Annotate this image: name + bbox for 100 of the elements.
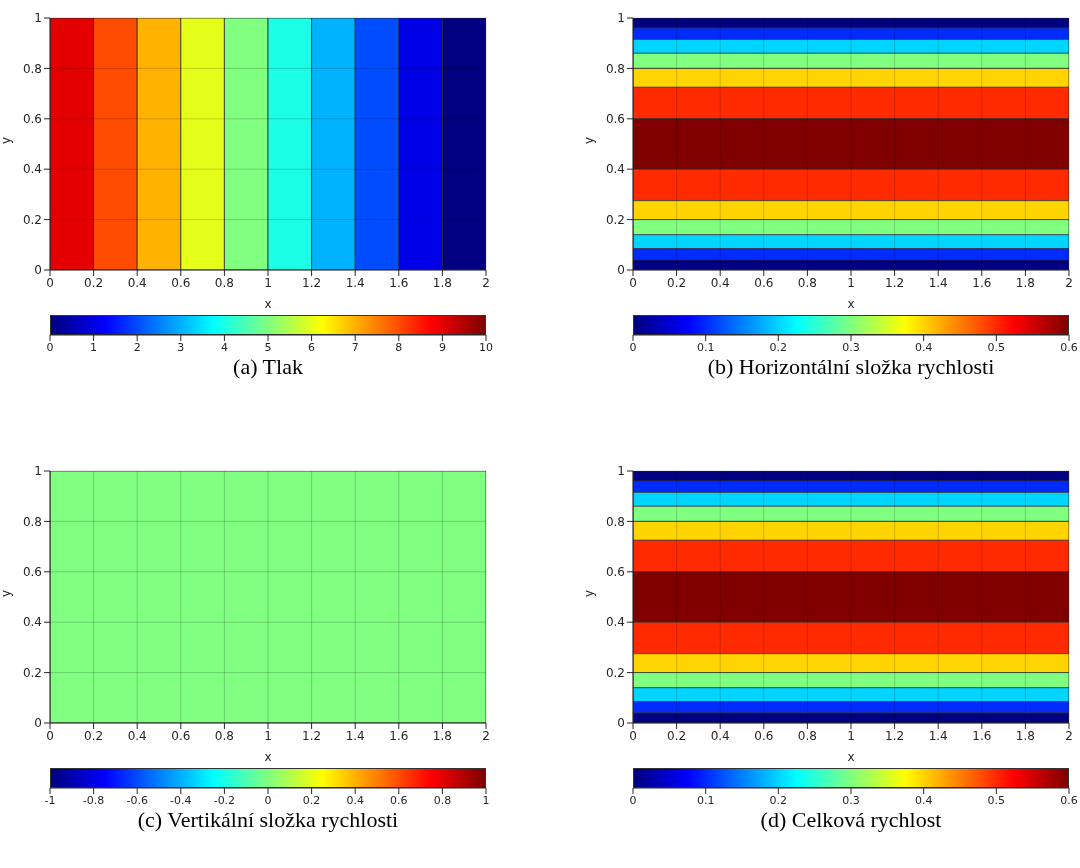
color-bar-label: 4 — [220, 340, 228, 354]
color-bar-label: 0.3 — [842, 340, 860, 354]
color-bar-label: -0.6 — [126, 793, 148, 807]
x-tick-label: 0.4 — [127, 728, 147, 743]
x-tick-label: 0.8 — [797, 275, 817, 290]
x-tick-label: 1.6 — [389, 275, 409, 290]
x-tick-label: 0.8 — [214, 275, 234, 290]
color-bar-label: 0 — [46, 340, 54, 354]
y-tick-label: 0 — [34, 716, 42, 731]
color-bar-label: 9 — [438, 340, 446, 354]
y-tick-label: 0.2 — [605, 212, 625, 227]
x-tick-label: 0.6 — [171, 275, 191, 290]
x-tick-label: 2 — [1065, 275, 1073, 290]
x-tick-label: 1.2 — [302, 275, 322, 290]
x-tick-label: 2 — [1065, 728, 1073, 743]
x-tick-label: 1.6 — [972, 275, 992, 290]
color-bar-label: 0.2 — [302, 793, 321, 807]
color-bar-label: 0.1 — [696, 793, 715, 807]
y-tick-label: 0 — [34, 263, 42, 278]
x-tick-label: 1.2 — [885, 275, 905, 290]
color-bar-label: 0.6 — [390, 793, 408, 807]
x-tick-label: 1 — [264, 728, 272, 743]
y-tick-label: 0.4 — [22, 162, 42, 177]
y-tick-label: 0.8 — [22, 514, 42, 529]
y-tick-label: 0.8 — [605, 61, 625, 76]
x-tick-label: 0.2 — [667, 275, 687, 290]
color-bar-label: 6 — [308, 340, 316, 354]
y-axis-title: y — [0, 136, 14, 144]
y-tick-label: 0.2 — [22, 665, 42, 680]
x-tick-label: 2 — [482, 275, 490, 290]
x-tick-label: 0.2 — [667, 728, 687, 743]
color-bar-label: 0.4 — [914, 793, 933, 807]
y-tick-label: 0 — [617, 263, 625, 278]
y-tick-label: 0.4 — [22, 615, 42, 630]
color-bar-label: 0.5 — [987, 340, 1006, 354]
x-tick-label: 1.4 — [928, 275, 948, 290]
color-bar-label: 7 — [351, 340, 359, 354]
color-bar-label: 0.2 — [769, 793, 788, 807]
x-tick-label: 0.4 — [710, 728, 730, 743]
x-tick-label: 0.6 — [754, 275, 774, 290]
y-tick-label: 0.8 — [605, 514, 625, 529]
color-bar-label: 0.4 — [914, 340, 933, 354]
x-tick-label: 1 — [847, 728, 855, 743]
color-bar-label: -0.2 — [213, 793, 236, 807]
y-axis-title: y — [582, 589, 597, 597]
color-bar-label: -0.8 — [82, 793, 105, 807]
text: (b) Horizontální složka rychlosti — [706, 354, 996, 380]
x-tick-label: 0 — [629, 275, 637, 290]
y-tick-label: 0.4 — [605, 162, 625, 177]
color-bar-label: 0.5 — [987, 793, 1006, 807]
x-tick-label: 1 — [264, 275, 272, 290]
text: (a) Tlak — [232, 354, 304, 380]
color-bar-label: 0.8 — [433, 793, 452, 807]
color-bar-label: 0.6 — [1060, 340, 1078, 354]
color-bar-label: 5 — [264, 340, 272, 354]
x-tick-label: 0.8 — [214, 728, 234, 743]
x-axis-title: x — [264, 297, 272, 311]
color-bar-label: -1 — [44, 793, 56, 807]
text: (c) Vertikální složka rychlosti — [136, 807, 400, 833]
y-tick-label: 1 — [34, 11, 42, 26]
x-tick-label: 1 — [847, 275, 855, 290]
x-tick-label: 1.4 — [345, 275, 365, 290]
x-tick-label: 1.2 — [885, 728, 905, 743]
x-tick-label: 0.4 — [127, 275, 147, 290]
color-bar-label: 0.4 — [346, 793, 364, 807]
x-tick-label: 1.8 — [1015, 275, 1035, 290]
x-tick-label: 1.4 — [345, 728, 365, 743]
x-tick-label: 0.6 — [754, 728, 774, 743]
y-tick-label: 0.6 — [22, 112, 42, 127]
color-bar-label: -0.4 — [170, 793, 192, 807]
y-tick-label: 0.2 — [22, 212, 42, 227]
x-tick-label: 0.2 — [84, 275, 104, 290]
color-bar-label: 0 — [629, 340, 637, 354]
x-tick-label: 1.8 — [432, 728, 452, 743]
color-bar-label: 0.1 — [696, 340, 715, 354]
color-bar-label: 0.2 — [769, 340, 788, 354]
color-bar-label: 0 — [264, 793, 272, 807]
color-bar-label: 2 — [133, 340, 141, 354]
x-tick-label: 0.4 — [710, 275, 730, 290]
y-tick-label: 0 — [617, 716, 625, 731]
x-tick-label: 0 — [46, 275, 54, 290]
y-axis-title: y — [582, 136, 597, 144]
color-bar-label: 0.6 — [1060, 793, 1078, 807]
y-tick-label: 0.8 — [22, 61, 42, 76]
x-axis-title: x — [847, 297, 855, 311]
y-tick-label: 1 — [617, 464, 625, 479]
x-tick-label: 1.8 — [1015, 728, 1035, 743]
color-bar-label: 8 — [395, 340, 403, 354]
color-bar-label: 0.3 — [842, 793, 860, 807]
x-tick-label: 1.6 — [972, 728, 992, 743]
color-bar-label: 10 — [479, 340, 493, 354]
color-bar-label: 1 — [90, 340, 98, 354]
y-tick-label: 0.6 — [22, 565, 42, 580]
y-axis-title: y — [0, 589, 14, 597]
x-tick-label: 0.8 — [797, 728, 817, 743]
color-bar-label: 3 — [177, 340, 185, 354]
color-bar-label: 1 — [482, 793, 490, 807]
x-tick-label: 1.8 — [432, 275, 452, 290]
x-tick-label: 0 — [46, 728, 54, 743]
y-tick-label: 0.6 — [605, 112, 625, 127]
